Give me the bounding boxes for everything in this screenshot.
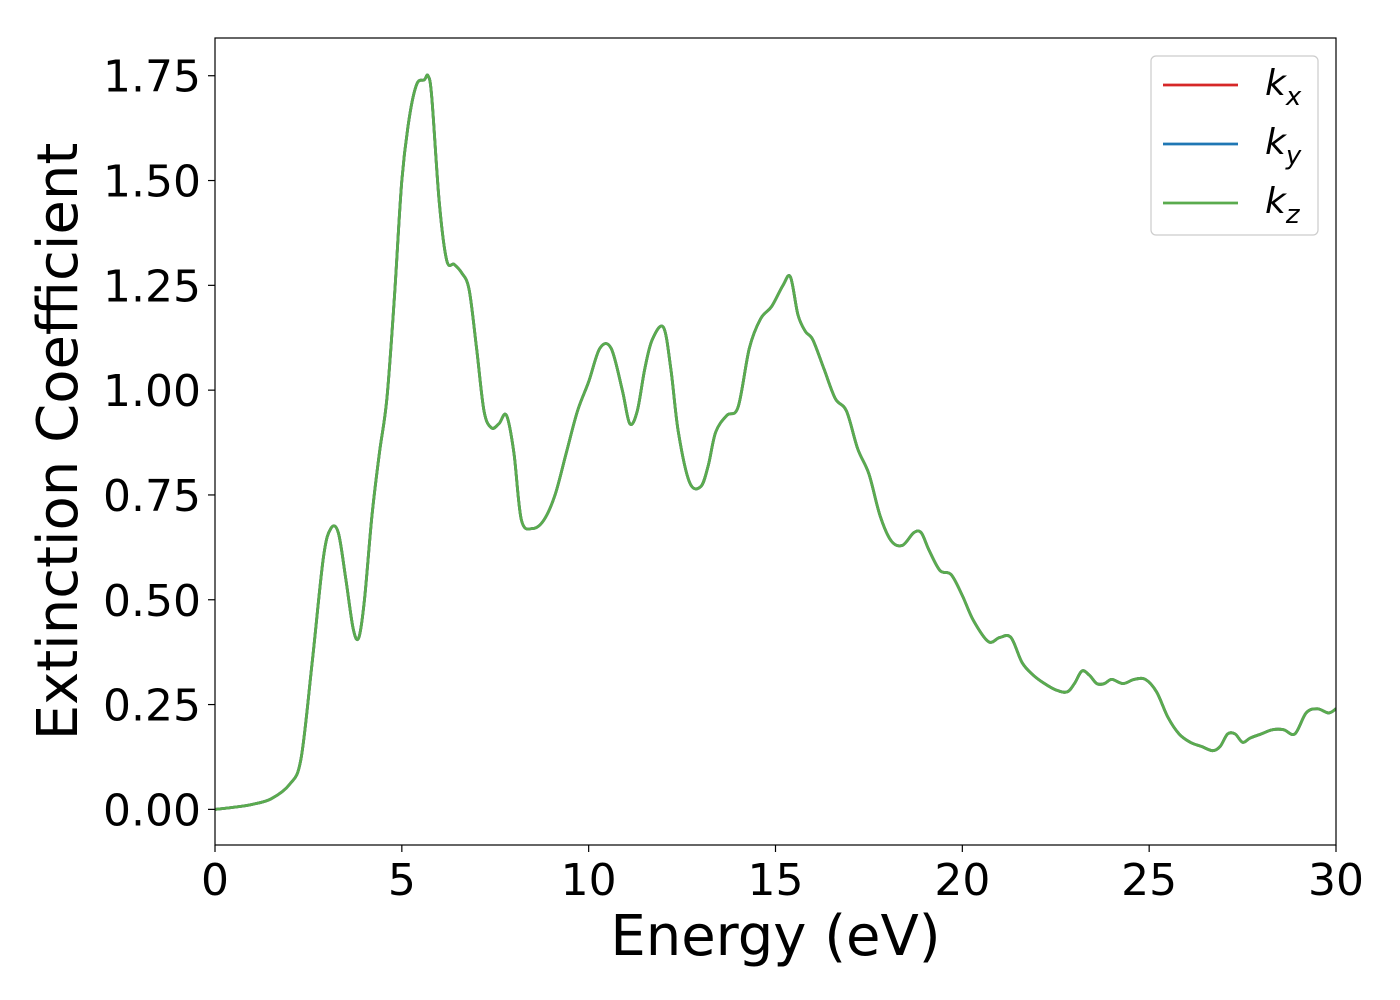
x-tick-label: 30 xyxy=(1308,855,1364,906)
x-tick-label: 15 xyxy=(748,855,804,906)
legend-label-k_x: kx xyxy=(1265,63,1302,112)
y-tick-label: 0.50 xyxy=(103,576,201,627)
x-tick-label: 10 xyxy=(561,855,617,906)
y-tick-label: 1.25 xyxy=(103,261,201,312)
legend-label-k_z: kz xyxy=(1265,181,1301,230)
legend-label-k_y: ky xyxy=(1265,122,1302,171)
x-tick-label: 5 xyxy=(388,855,416,906)
x-tick-label: 25 xyxy=(1121,855,1177,906)
x-tick-label: 20 xyxy=(934,855,990,906)
y-axis: 0.00 0.25 0.50 0.75 1.00 1.25 1.50 1.75 xyxy=(103,52,215,836)
series-line-k_z xyxy=(215,73,1336,811)
y-tick-label: 1.75 xyxy=(103,52,201,103)
y-tick-label: 1.50 xyxy=(103,157,201,208)
legend: kx ky kz xyxy=(1150,55,1319,236)
y-axis-title: Extinction Coefficient xyxy=(26,143,91,741)
y-tick-label: 0.25 xyxy=(103,681,201,732)
series-layer xyxy=(215,73,1336,811)
x-axis: 0 5 10 15 20 25 30 xyxy=(201,845,1364,906)
x-axis-title: Energy (eV) xyxy=(610,904,940,969)
x-tick-label: 0 xyxy=(201,855,229,906)
y-tick-label: 0.00 xyxy=(103,785,201,836)
y-tick-label: 1.00 xyxy=(103,366,201,417)
y-tick-label: 0.75 xyxy=(103,471,201,522)
legend-box xyxy=(1150,55,1319,236)
